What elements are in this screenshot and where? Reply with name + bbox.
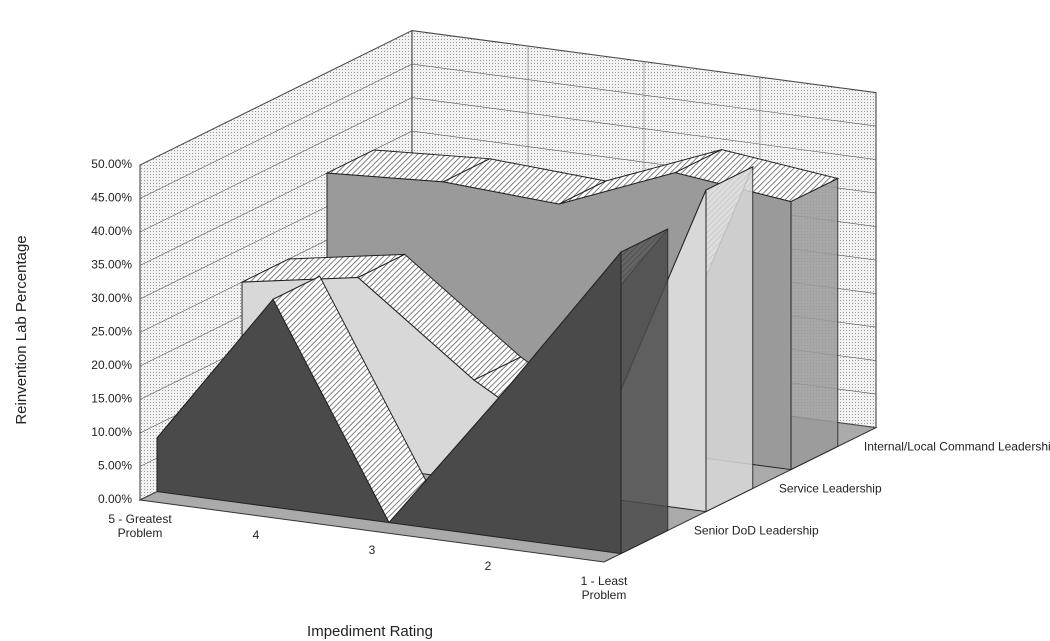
area-side [705, 166, 754, 513]
y-tick-label: 40.00% [91, 224, 132, 238]
y-tick-label: 15.00% [91, 392, 132, 406]
x-tick-label: 2 [484, 558, 492, 573]
y-tick-label: 10.00% [91, 425, 132, 439]
series-label: Internal/Local Command Leadership [864, 439, 1050, 453]
area [156, 250, 622, 555]
area-side [790, 177, 839, 471]
y-tick-label: 20.00% [91, 358, 132, 372]
grid-line [139, 63, 877, 199]
y-tick-label: 0.00% [98, 492, 132, 506]
x-tick-label: 4 [252, 527, 260, 542]
series-label: Senior DoD Leadership [694, 523, 819, 537]
y-tick-label: 50.00% [91, 157, 132, 171]
x-tick-label: 5 - Greatest Problem [108, 512, 172, 540]
y-tick-label: 30.00% [91, 291, 132, 305]
y-tick-label: 35.00% [91, 258, 132, 272]
y-axis-label: Reinvention Lab Percentage [13, 235, 30, 424]
grid-line [139, 97, 877, 233]
area-side [620, 228, 669, 555]
x-tick-label: 1 - Least Problem [580, 574, 628, 602]
grid-line [139, 30, 877, 166]
y-tick-label: 25.00% [91, 325, 132, 339]
y-tick-label: 5.00% [98, 459, 132, 473]
y-tick-label: 45.00% [91, 191, 132, 205]
x-axis-label: Impediment Rating [307, 623, 433, 640]
x-tick-label: 3 [368, 543, 376, 557]
series-label: Service Leadership [779, 481, 882, 495]
